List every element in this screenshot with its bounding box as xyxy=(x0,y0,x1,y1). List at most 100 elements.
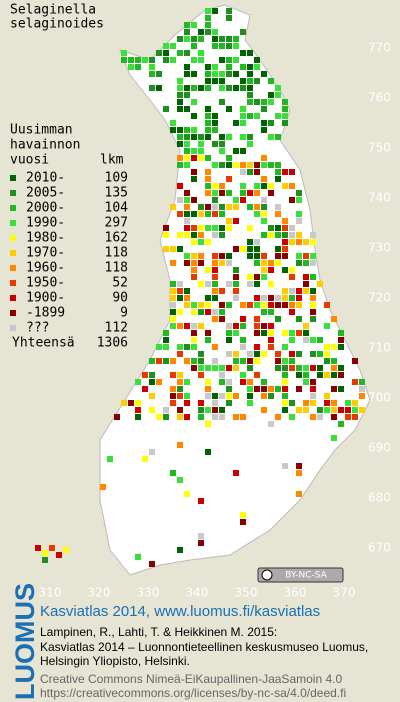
occurrence-cell xyxy=(212,190,218,196)
occurrence-cell xyxy=(282,463,288,469)
occurrence-cell xyxy=(177,232,183,238)
occurrence-cell xyxy=(226,393,232,399)
occurrence-cell xyxy=(212,8,218,14)
occurrence-cell xyxy=(289,358,295,364)
occurrence-cell xyxy=(219,211,225,217)
occurrence-cell xyxy=(282,393,288,399)
occurrence-cell xyxy=(184,71,190,77)
occurrence-cell xyxy=(177,344,183,350)
occurrence-cell xyxy=(233,288,239,294)
occurrence-cell xyxy=(282,400,288,406)
occurrence-cell xyxy=(219,232,225,238)
occurrence-cell xyxy=(156,85,162,91)
occurrence-cell xyxy=(191,99,197,105)
occurrence-cell xyxy=(233,57,239,63)
occurrence-cell xyxy=(233,85,239,91)
occurrence-cell xyxy=(247,162,253,168)
occurrence-cell xyxy=(268,78,274,84)
occurrence-cell xyxy=(177,414,183,420)
species-title: Selaginella xyxy=(10,3,96,18)
occurrence-cell xyxy=(142,372,148,378)
legend-swatch xyxy=(10,235,16,241)
occurrence-cell xyxy=(184,288,190,294)
occurrence-cell xyxy=(226,365,232,371)
occurrence-cell xyxy=(177,78,183,84)
occurrence-cell xyxy=(205,127,211,133)
occurrence-cell xyxy=(198,309,204,315)
occurrence-cell xyxy=(289,330,295,336)
occurrence-cell xyxy=(121,400,127,406)
occurrence-cell xyxy=(282,246,288,252)
occurrence-cell xyxy=(240,29,246,35)
occurrence-cell xyxy=(233,148,239,154)
occurrence-cell xyxy=(226,337,232,343)
occurrence-cell xyxy=(205,169,211,175)
occurrence-cell xyxy=(149,71,155,77)
occurrence-cell xyxy=(149,449,155,455)
occurrence-cell xyxy=(177,85,183,91)
occurrence-cell xyxy=(296,197,302,203)
occurrence-cell xyxy=(128,64,134,70)
occurrence-cell xyxy=(205,8,211,14)
occurrence-cell xyxy=(240,302,246,308)
occurrence-cell xyxy=(261,330,267,336)
legend-swatch xyxy=(10,190,16,196)
occurrence-cell xyxy=(289,288,295,294)
occurrence-cell xyxy=(212,344,218,350)
occurrence-cell xyxy=(282,120,288,126)
y-tick-label: 730 xyxy=(368,241,391,255)
occurrence-cell xyxy=(163,50,169,56)
occurrence-cell xyxy=(177,442,183,448)
occurrence-cell xyxy=(107,456,113,462)
occurrence-cell xyxy=(205,379,211,385)
occurrence-cell xyxy=(191,323,197,329)
occurrence-cell xyxy=(268,421,274,427)
occurrence-cell xyxy=(261,204,267,210)
axis-ticks: 770 760 750 740 730 720 710 700 690 680 670 310 320 3… xyxy=(39,41,391,600)
occurrence-cell xyxy=(184,253,190,259)
occurrence-cell xyxy=(226,260,232,266)
occurrence-cell xyxy=(240,372,246,378)
occurrence-cell xyxy=(226,36,232,42)
occurrence-cell xyxy=(219,43,225,49)
occurrence-cell xyxy=(275,134,281,140)
occurrence-cell xyxy=(212,365,218,371)
legend-label: 1970- xyxy=(26,246,65,261)
occurrence-cell xyxy=(310,386,316,392)
occurrence-cell xyxy=(261,351,267,357)
occurrence-cell xyxy=(219,407,225,413)
occurrence-cell xyxy=(254,246,260,252)
occurrence-cell xyxy=(212,204,218,210)
occurrence-cell xyxy=(310,309,316,315)
species-title: selaginoides xyxy=(10,17,104,32)
occurrence-cell xyxy=(275,365,281,371)
occurrence-cell xyxy=(198,29,204,35)
occurrence-cell xyxy=(310,295,316,301)
occurrence-cell xyxy=(156,379,162,385)
occurrence-cell xyxy=(142,57,148,63)
occurrence-cell xyxy=(191,260,197,266)
occurrence-cell xyxy=(226,281,232,287)
occurrence-cell xyxy=(170,316,176,322)
occurrence-cell xyxy=(184,197,190,203)
occurrence-cell xyxy=(254,323,260,329)
y-tick-label: 720 xyxy=(368,291,391,305)
occurrence-cell xyxy=(317,372,323,378)
occurrence-cell xyxy=(261,162,267,168)
occurrence-cell xyxy=(42,557,48,563)
occurrence-cell xyxy=(205,78,211,84)
occurrence-cell xyxy=(324,372,330,378)
occurrence-cell xyxy=(191,57,197,63)
occurrence-cell xyxy=(205,449,211,455)
occurrence-cell xyxy=(261,183,267,189)
occurrence-cell xyxy=(184,162,190,168)
occurrence-cell xyxy=(191,85,197,91)
occurrence-cell xyxy=(198,232,204,238)
occurrence-cell xyxy=(233,36,239,42)
occurrence-cell xyxy=(184,414,190,420)
occurrence-cell xyxy=(254,295,260,301)
occurrence-cell xyxy=(170,400,176,406)
occurrence-cell xyxy=(359,386,365,392)
occurrence-cell xyxy=(233,204,239,210)
occurrence-cell xyxy=(296,218,302,224)
